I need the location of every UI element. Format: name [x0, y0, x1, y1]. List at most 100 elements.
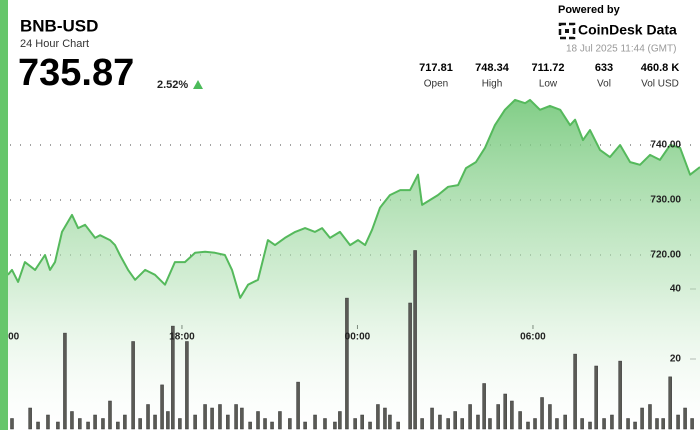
volume-bar: [70, 411, 74, 430]
volume-bar: [588, 421, 592, 430]
stat-label: High: [482, 79, 503, 90]
volume-bar: [368, 421, 372, 430]
volume-bar: [633, 421, 637, 430]
volume-bar: [648, 404, 652, 430]
volume-bar: [573, 353, 577, 430]
y-tick-label: 730.00: [650, 195, 681, 206]
y-tick-label: 720.00: [650, 250, 681, 261]
stat-label: Vol USD: [641, 79, 679, 90]
volume-bar: [278, 411, 282, 430]
accent-bar: [0, 0, 8, 430]
volume-bar: [313, 414, 317, 430]
volume-bar: [333, 421, 337, 430]
volume-bar: [160, 384, 164, 430]
stat-label: Vol: [597, 79, 611, 90]
volume-bar: [108, 400, 112, 430]
volume-layer: [10, 250, 694, 430]
volume-bar: [683, 407, 687, 430]
volume-bar: [602, 418, 606, 430]
volume-bar: [618, 360, 622, 430]
volume-bar: [101, 418, 105, 430]
brand-logo: [558, 22, 576, 40]
symbol: BNB-USD: [20, 16, 98, 35]
volume-bar: [655, 418, 659, 430]
volume-bar: [496, 404, 500, 430]
volume-bar: [413, 250, 417, 430]
volume-bar: [396, 421, 400, 430]
volume-bar: [548, 404, 552, 430]
volume-bar: [446, 418, 450, 430]
x-tick-label: 12:00: [0, 332, 20, 343]
volume-bar: [438, 414, 442, 430]
volume-bar: [240, 407, 244, 430]
volume-bar: [303, 421, 307, 430]
stat-value: 717.81: [419, 62, 453, 74]
subtitle: 24 Hour Chart: [20, 38, 89, 50]
volume-bar: [218, 404, 222, 430]
volume-bar: [63, 332, 67, 430]
volume-bar: [345, 297, 349, 430]
volume-bar: [178, 418, 182, 430]
volume-bar: [296, 381, 300, 430]
volume-bar: [388, 414, 392, 430]
volume-bar: [56, 421, 60, 430]
volume-bar: [580, 418, 584, 430]
stat-value: 633: [595, 62, 613, 74]
volume-bar: [526, 421, 530, 430]
volume-bar: [78, 418, 82, 430]
volume-bar: [131, 341, 135, 430]
volume-bar: [510, 400, 514, 430]
volume-bar: [288, 418, 292, 430]
volume-bar: [360, 414, 364, 430]
volume-bar: [503, 393, 507, 430]
volume-bar: [661, 418, 665, 430]
volume-bar: [203, 404, 207, 430]
up-arrow: [193, 80, 203, 89]
volume-bar: [123, 414, 127, 430]
volume-bar: [138, 418, 142, 430]
volume-bar: [248, 421, 252, 430]
plot-area: 720.00 730.00 740.00 20 40 12:00 18:00 00:00 06:…: [0, 98, 700, 430]
stat-label: Open: [424, 79, 448, 90]
volume-bar: [430, 407, 434, 430]
stat-label: Low: [539, 79, 558, 90]
volume-bar: [46, 414, 50, 430]
volume-bar: [376, 404, 380, 430]
volume-bar: [460, 418, 464, 430]
price: 735.87: [18, 52, 134, 94]
x-tick-label: 00:00: [345, 332, 371, 343]
x-tick-label: 06:00: [520, 332, 546, 343]
volume-bar: [610, 414, 614, 430]
area-fill: [7, 99, 700, 430]
y2-tick-label: 20: [670, 354, 682, 365]
volume-bar: [676, 414, 680, 430]
volume-bar: [626, 418, 630, 430]
volume-bar: [594, 365, 598, 430]
volume-bar: [234, 404, 238, 430]
volume-bar: [476, 414, 480, 430]
volume-bar: [256, 411, 260, 430]
volume-bar: [263, 418, 267, 430]
timestamp: 18 Jul 2025 11:44 (GMT): [566, 44, 676, 55]
y2-tick-label: 40: [670, 284, 682, 295]
area-layer: [7, 98, 700, 430]
volume-bar: [166, 411, 170, 430]
volume-bar: [408, 302, 412, 430]
volume-bar: [153, 414, 157, 430]
volume-bar: [353, 418, 357, 430]
volume-bar: [482, 383, 486, 430]
stat-value: 711.72: [531, 62, 564, 74]
volume-bar: [86, 421, 90, 430]
volume-bar: [533, 418, 537, 430]
volume-bar: [668, 376, 672, 430]
x-tick-label: 18:00: [169, 332, 195, 343]
volume-bar: [640, 407, 644, 430]
volume-bar: [540, 397, 544, 430]
volume-bar: [468, 404, 472, 430]
price-line: [7, 98, 700, 299]
volume-bar: [453, 411, 457, 430]
volume-bar: [488, 418, 492, 430]
volume-bar: [226, 414, 230, 430]
